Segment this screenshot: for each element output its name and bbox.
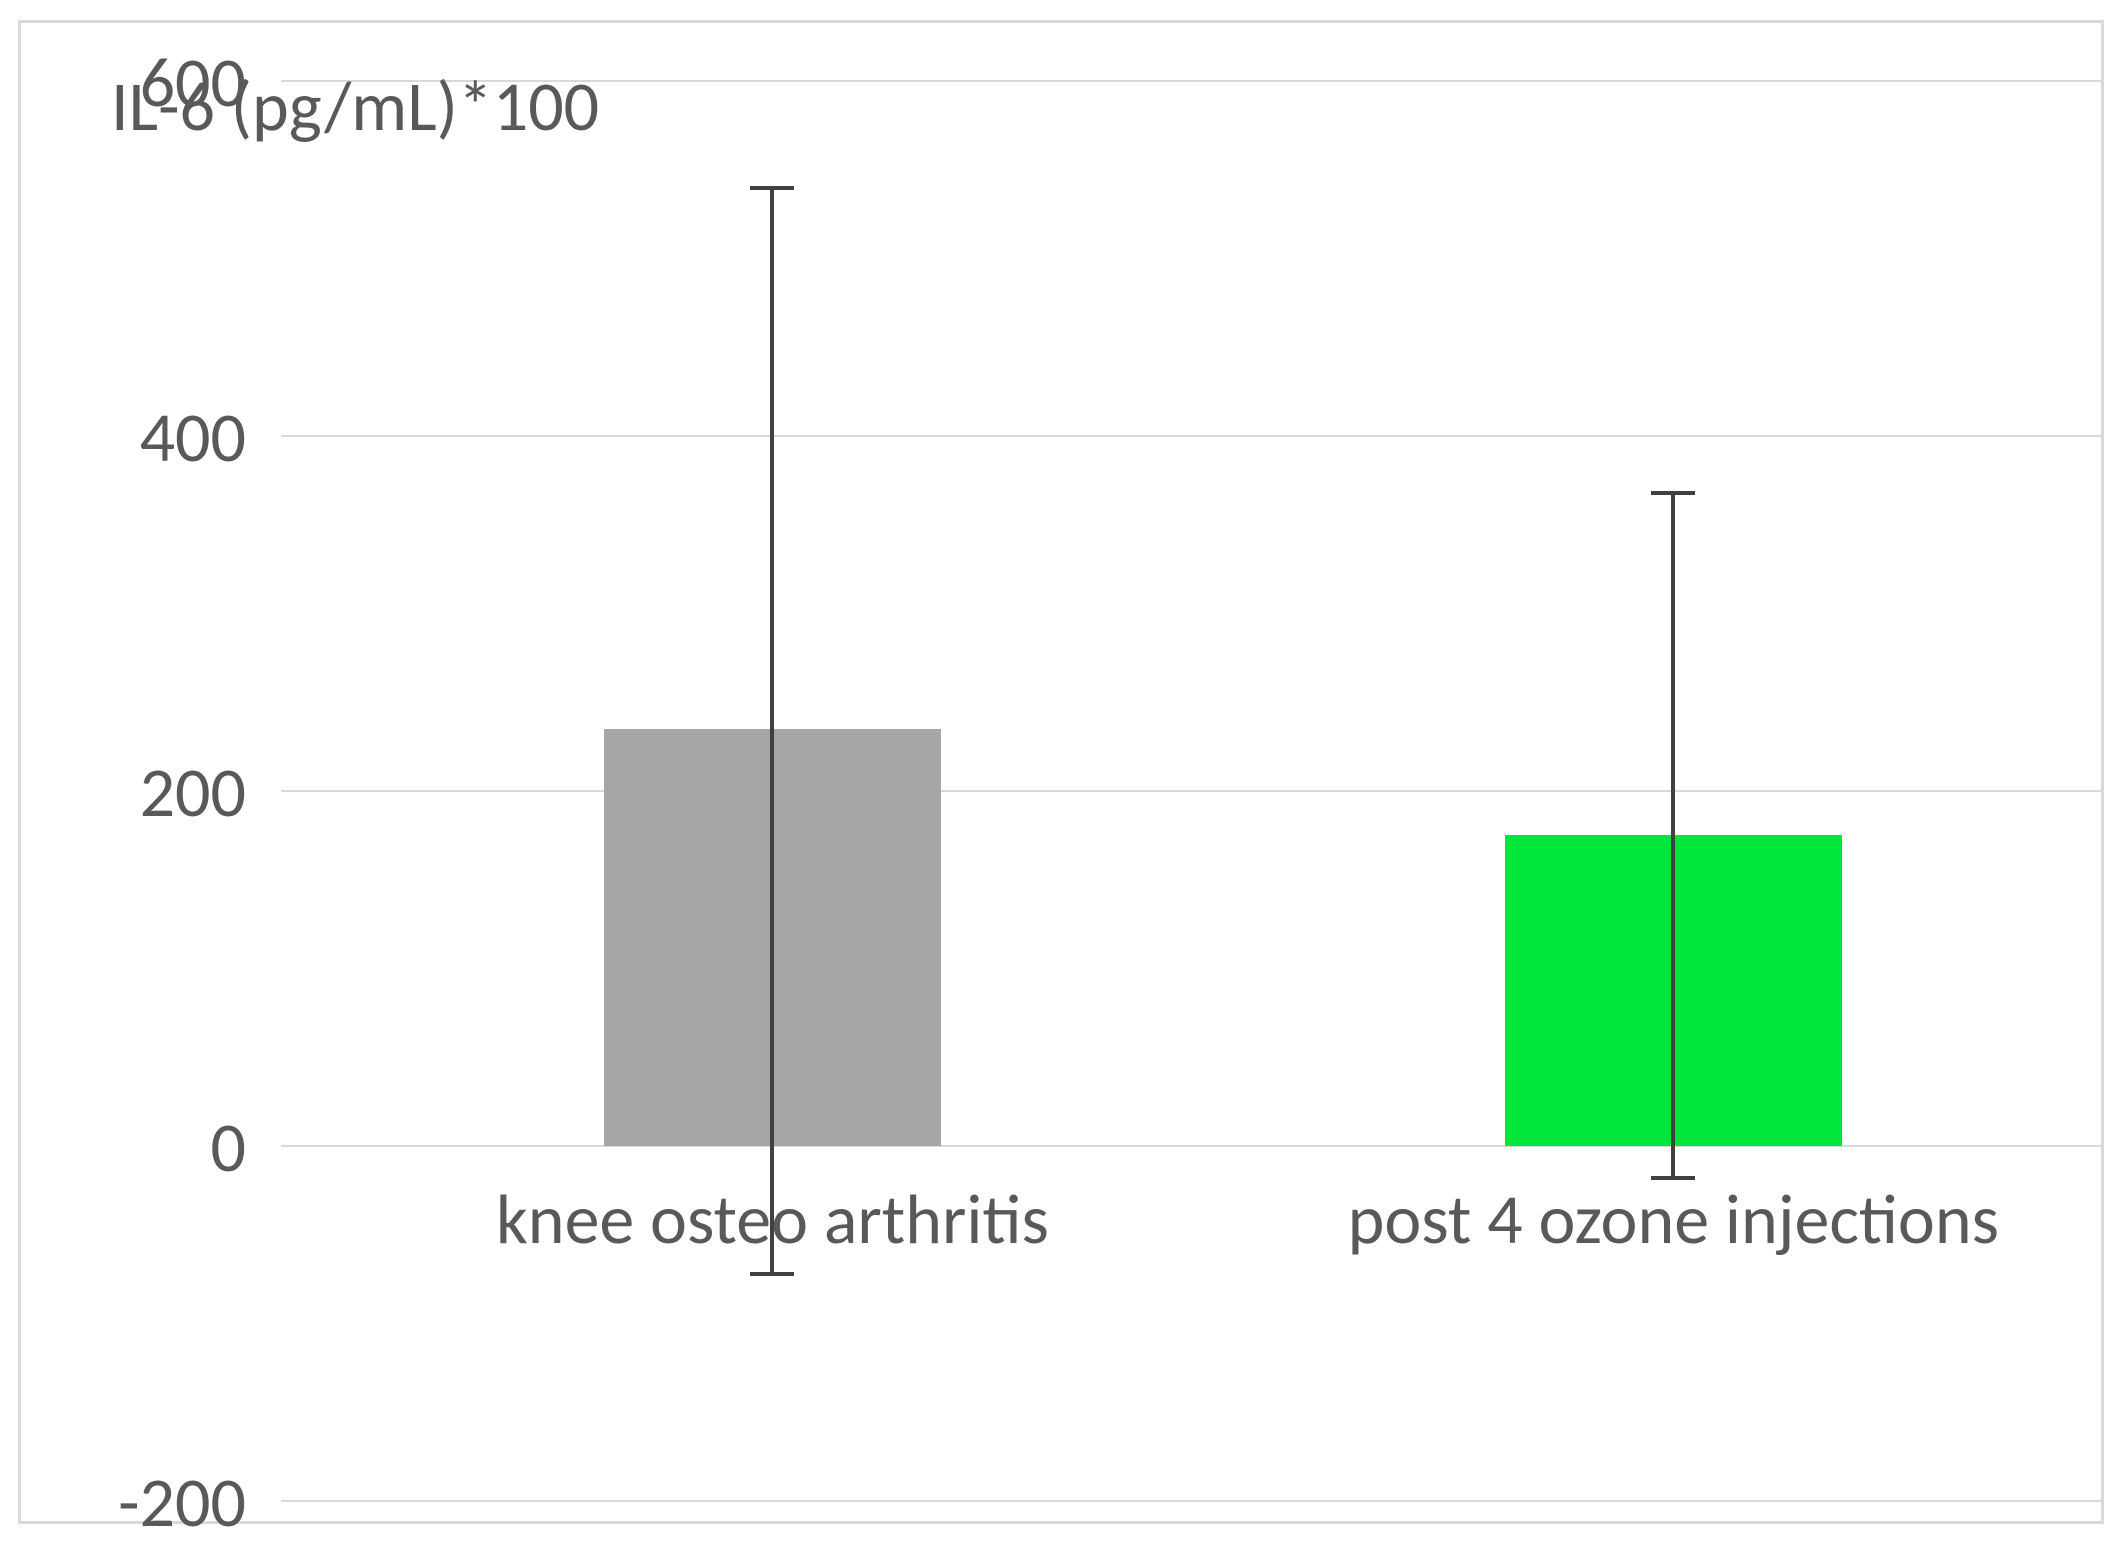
errorbar-line (770, 188, 774, 1274)
y-tick-label: -200 (46, 1459, 246, 1545)
chart-frame: -2000200400600knee osteo arthritispost 4… (18, 20, 2104, 1524)
plot-area: -2000200400600knee osteo arthritispost 4… (281, 81, 2101, 1501)
gridline (281, 1500, 2101, 1502)
y-tick-label: 200 (46, 749, 246, 835)
errorbar-cap-lower (750, 1272, 794, 1276)
y-tick-label: 400 (46, 394, 246, 480)
chart-title: IL-6 (pg/mL)*100 (111, 63, 599, 149)
errorbar-line (1671, 493, 1675, 1178)
x-category-label: knee osteo arthritis (272, 1176, 1272, 1262)
x-category-label: post 4 ozone injections (1173, 1176, 2122, 1262)
gridline (281, 790, 2101, 792)
errorbar-cap-upper (750, 186, 794, 190)
gridline (281, 435, 2101, 437)
errorbar-cap-upper (1651, 491, 1695, 495)
y-tick-label: 0 (46, 1104, 246, 1190)
